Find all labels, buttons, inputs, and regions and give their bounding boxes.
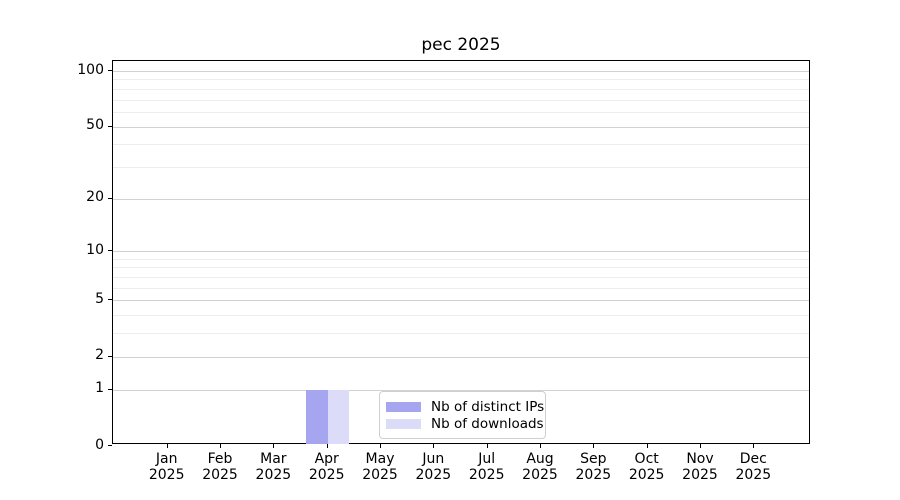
y-gridline-minor [113, 99, 809, 101]
x-tick-mark [700, 444, 701, 448]
y-gridline-major [113, 389, 809, 391]
x-tick-year: 2025 [468, 467, 505, 483]
x-tick-label: Oct 2025 [615, 451, 679, 483]
x-tick-mark [380, 444, 382, 448]
y-gridline-major [113, 71, 809, 72]
y-gridline-minor [113, 111, 809, 113]
y-gridline-minor [113, 333, 809, 335]
x-tick-mark [273, 444, 275, 448]
y-tick-label: 1 [95, 380, 104, 397]
bar-downloads [327, 389, 350, 444]
y-tick-label: 5 [95, 290, 104, 307]
x-tick-mark [593, 444, 595, 448]
y-gridline-minor [113, 277, 809, 279]
legend: Nb of distinct IPs Nb of downloads [379, 391, 546, 439]
bar-distinct-ips [305, 389, 328, 444]
legend-label: Nb of distinct IPs [431, 398, 545, 415]
x-tick-month: Nov [686, 451, 714, 467]
x-tick-mark [753, 444, 755, 448]
x-tick-label: Jul 2025 [455, 451, 519, 483]
y-tick-mark [108, 126, 112, 127]
y-gridline-minor [113, 287, 809, 289]
y-tick-mark [108, 389, 112, 390]
y-gridline-minor [113, 79, 809, 81]
x-tick-label: Dec 2025 [721, 451, 785, 483]
legend-swatch [386, 418, 421, 429]
x-tick-month: Jun [422, 451, 445, 467]
y-tick-mark [108, 198, 112, 199]
x-tick-mark [646, 444, 648, 448]
y-tick-mark [108, 299, 112, 300]
x-tick-month: Jan [155, 451, 178, 467]
x-tick-label: Nov 2025 [668, 451, 732, 483]
x-tick-year: 2025 [148, 467, 185, 483]
x-tick-year: 2025 [362, 467, 398, 483]
y-tick-mark [108, 356, 112, 357]
x-tick-month: Aug [526, 451, 554, 467]
y-gridline-minor [113, 166, 809, 168]
y-tick-label: 10 [86, 241, 104, 258]
x-tick-mark [433, 444, 435, 448]
x-tick-month: Sep [580, 451, 607, 467]
x-tick-mark [220, 444, 222, 448]
x-tick-month: Jul [478, 451, 496, 467]
x-tick-label: Jun 2025 [401, 451, 465, 483]
y-gridline-minor [113, 258, 809, 260]
y-gridline-minor [113, 267, 809, 269]
y-tick-label: 100 [77, 61, 104, 78]
x-tick-label: Mar 2025 [241, 451, 305, 483]
x-tick-year: 2025 [522, 467, 558, 483]
x-tick-mark [166, 444, 168, 448]
x-tick-label: Jan 2025 [135, 451, 199, 483]
legend-entry: Nb of downloads [386, 416, 544, 432]
x-tick-year: 2025 [202, 467, 238, 483]
x-tick-year: 2025 [628, 467, 665, 483]
x-tick-label: Apr 2025 [295, 451, 359, 483]
x-tick-year: 2025 [682, 467, 718, 483]
y-tick-mark [108, 250, 112, 251]
x-tick-mark [540, 444, 541, 448]
x-tick-year: 2025 [415, 467, 452, 483]
y-gridline-major [113, 300, 809, 302]
y-tick-label: 50 [86, 117, 104, 134]
legend-swatch [386, 401, 421, 412]
x-tick-year: 2025 [308, 467, 345, 483]
legend-entry: Nb of distinct IPs [386, 399, 544, 415]
y-tick-mark [108, 70, 112, 71]
x-tick-month: May [365, 451, 395, 467]
x-tick-month: Mar [260, 451, 287, 467]
legend-label: Nb of downloads [431, 415, 544, 432]
y-gridline-major [113, 251, 809, 253]
y-gridline-major [113, 356, 809, 358]
x-tick-month: Feb [207, 451, 233, 467]
x-tick-label: May 2025 [348, 451, 412, 483]
y-tick-label: 0 [95, 436, 104, 453]
x-tick-month: Oct [634, 451, 659, 467]
x-tick-label: Feb 2025 [188, 451, 252, 483]
x-tick-month: Dec [739, 451, 767, 467]
chart-title: pec 2025 [421, 35, 501, 55]
x-tick-year: 2025 [255, 467, 292, 483]
y-gridline-major [113, 198, 809, 200]
y-tick-label: 2 [95, 347, 104, 364]
y-gridline-minor [113, 88, 809, 90]
x-tick-mark [486, 444, 488, 448]
x-tick-month: Apr [314, 451, 339, 467]
x-tick-year: 2025 [575, 467, 612, 483]
y-tick-mark [108, 445, 112, 446]
x-tick-label: Aug 2025 [508, 451, 572, 483]
x-tick-mark [326, 444, 328, 448]
x-tick-year: 2025 [735, 467, 772, 483]
x-tick-label: Sep 2025 [561, 451, 625, 483]
y-gridline-major [113, 126, 809, 128]
y-gridline-minor [113, 315, 809, 317]
y-gridline-minor [113, 144, 809, 146]
plot-area: Nb of distinct IPs Nb of downloads [112, 60, 810, 444]
y-tick-label: 20 [86, 189, 104, 206]
